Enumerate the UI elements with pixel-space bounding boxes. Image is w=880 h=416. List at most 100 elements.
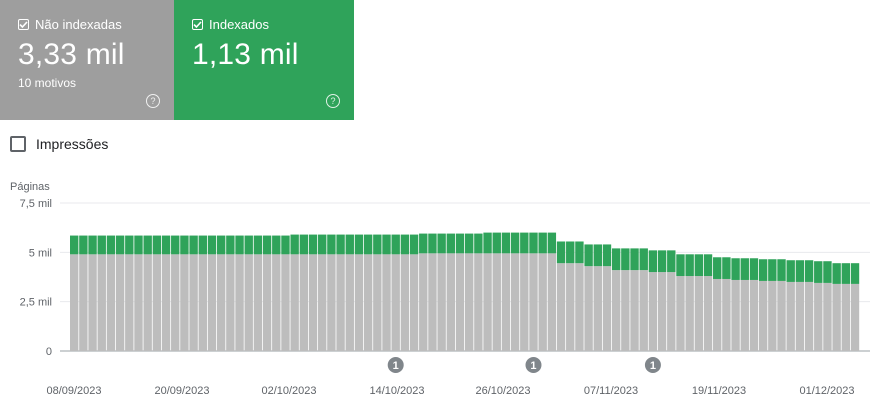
bar-not-indexed [841,283,851,351]
bar-not-indexed [713,278,722,351]
checked-checkbox-icon[interactable] [18,18,29,30]
bar-indexed [777,259,786,281]
bar-not-indexed [354,254,364,351]
bar-not-indexed [262,254,272,351]
bar-not-indexed [694,276,704,351]
bar-not-indexed [575,263,584,351]
bar-indexed [768,259,777,281]
bar-indexed [455,233,465,254]
bar-not-indexed [483,253,492,351]
bar-indexed [336,234,345,255]
bar-indexed [143,235,152,255]
bar-not-indexed [621,270,630,351]
x-tick-label: 08/09/2023 [46,385,101,397]
impressions-toggle[interactable]: Impressões [10,136,108,152]
help-icon[interactable]: ? [326,94,340,108]
bar-not-indexed [409,254,419,351]
bar-not-indexed [510,253,520,351]
bar-indexed [428,233,437,254]
bar-not-indexed [566,263,575,351]
bar-not-indexed [740,279,749,351]
indexed-label: Indexados [209,16,269,32]
bar-not-indexed [382,254,391,351]
bar-indexed [400,234,410,255]
bar-not-indexed [216,254,226,351]
x-tick-label: 20/09/2023 [154,385,209,397]
bar-indexed [538,232,547,254]
bar-not-indexed [492,253,501,351]
bar-not-indexed [253,254,263,351]
bar-indexed [262,235,272,255]
not-indexed-reasons: 10 motivos [18,76,77,90]
indexed-value: 1,13 mil [192,38,299,71]
bar-not-indexed [345,254,354,351]
bar-indexed [70,235,79,255]
bar-not-indexed [79,254,88,351]
bar-indexed [786,260,795,282]
bar-indexed [216,235,226,255]
bar-indexed [713,257,722,279]
bar-indexed [226,235,235,255]
bar-not-indexed [134,254,143,351]
bar-indexed [161,235,171,255]
checked-checkbox-icon[interactable] [192,18,203,30]
y-tick-label: 7,5 mil [20,198,52,210]
bar-indexed [152,235,162,255]
bar-indexed [419,233,428,254]
bar-not-indexed [832,283,841,351]
bar-not-indexed [648,272,658,351]
bar-not-indexed [455,253,465,351]
bar-indexed [235,235,244,255]
bar-not-indexed [419,253,428,351]
bar-indexed [207,235,217,255]
bar-indexed [244,235,253,255]
bar-indexed [318,234,327,255]
bar-indexed [823,261,832,283]
bar-indexed [382,234,391,255]
bar-not-indexed [703,276,713,351]
bar-indexed [814,261,823,283]
bar-not-indexed [290,254,299,351]
pages-chart: Páginas 7,5 mil 5 mil 2,5 mil 0 1 1 1 08/09/2023… [10,181,870,397]
bar-not-indexed [161,254,171,351]
bar-not-indexed [731,279,740,351]
bar-indexed [180,235,189,255]
bar-not-indexed [474,253,483,351]
bar-indexed [694,254,704,277]
bar-indexed [566,241,575,264]
bar-not-indexed [115,254,125,351]
bar-not-indexed [207,254,217,351]
bar-not-indexed [538,253,547,351]
bar-indexed [841,263,851,284]
indexed-header: Indexados [192,16,336,32]
bar-not-indexed [685,276,694,351]
bar-indexed [308,234,318,255]
bar-indexed [465,233,474,254]
unchecked-checkbox-icon[interactable] [10,136,26,152]
help-icon[interactable]: ? [146,94,160,108]
bar-not-indexed [814,282,823,351]
bar-not-indexed [106,254,116,351]
bar-not-indexed [198,254,207,351]
indexed-card[interactable]: Indexados 1,13 mil ? [174,0,354,120]
bar-indexed [483,232,492,254]
bar-not-indexed [611,270,621,351]
bar-indexed [795,260,805,282]
bar-indexed [437,233,446,254]
bar-indexed [657,250,667,273]
bar-not-indexed [244,254,253,351]
bar-not-indexed [70,254,79,351]
not-indexed-label: Não indexadas [35,16,122,32]
bar-indexed [556,241,566,264]
bar-indexed [272,235,281,255]
bar-indexed [391,234,400,255]
x-tick-label: 01/12/2023 [799,385,854,397]
bar-indexed [115,235,125,255]
not-indexed-card[interactable]: Não indexadas 3,33 mil 10 motivos ? [0,0,174,120]
bar-indexed [731,258,740,280]
bar-not-indexed [327,254,336,351]
bar-indexed [125,235,134,255]
x-tick-label: 14/10/2023 [369,385,424,397]
bar-indexed [134,235,143,255]
bar-indexed [648,250,658,273]
